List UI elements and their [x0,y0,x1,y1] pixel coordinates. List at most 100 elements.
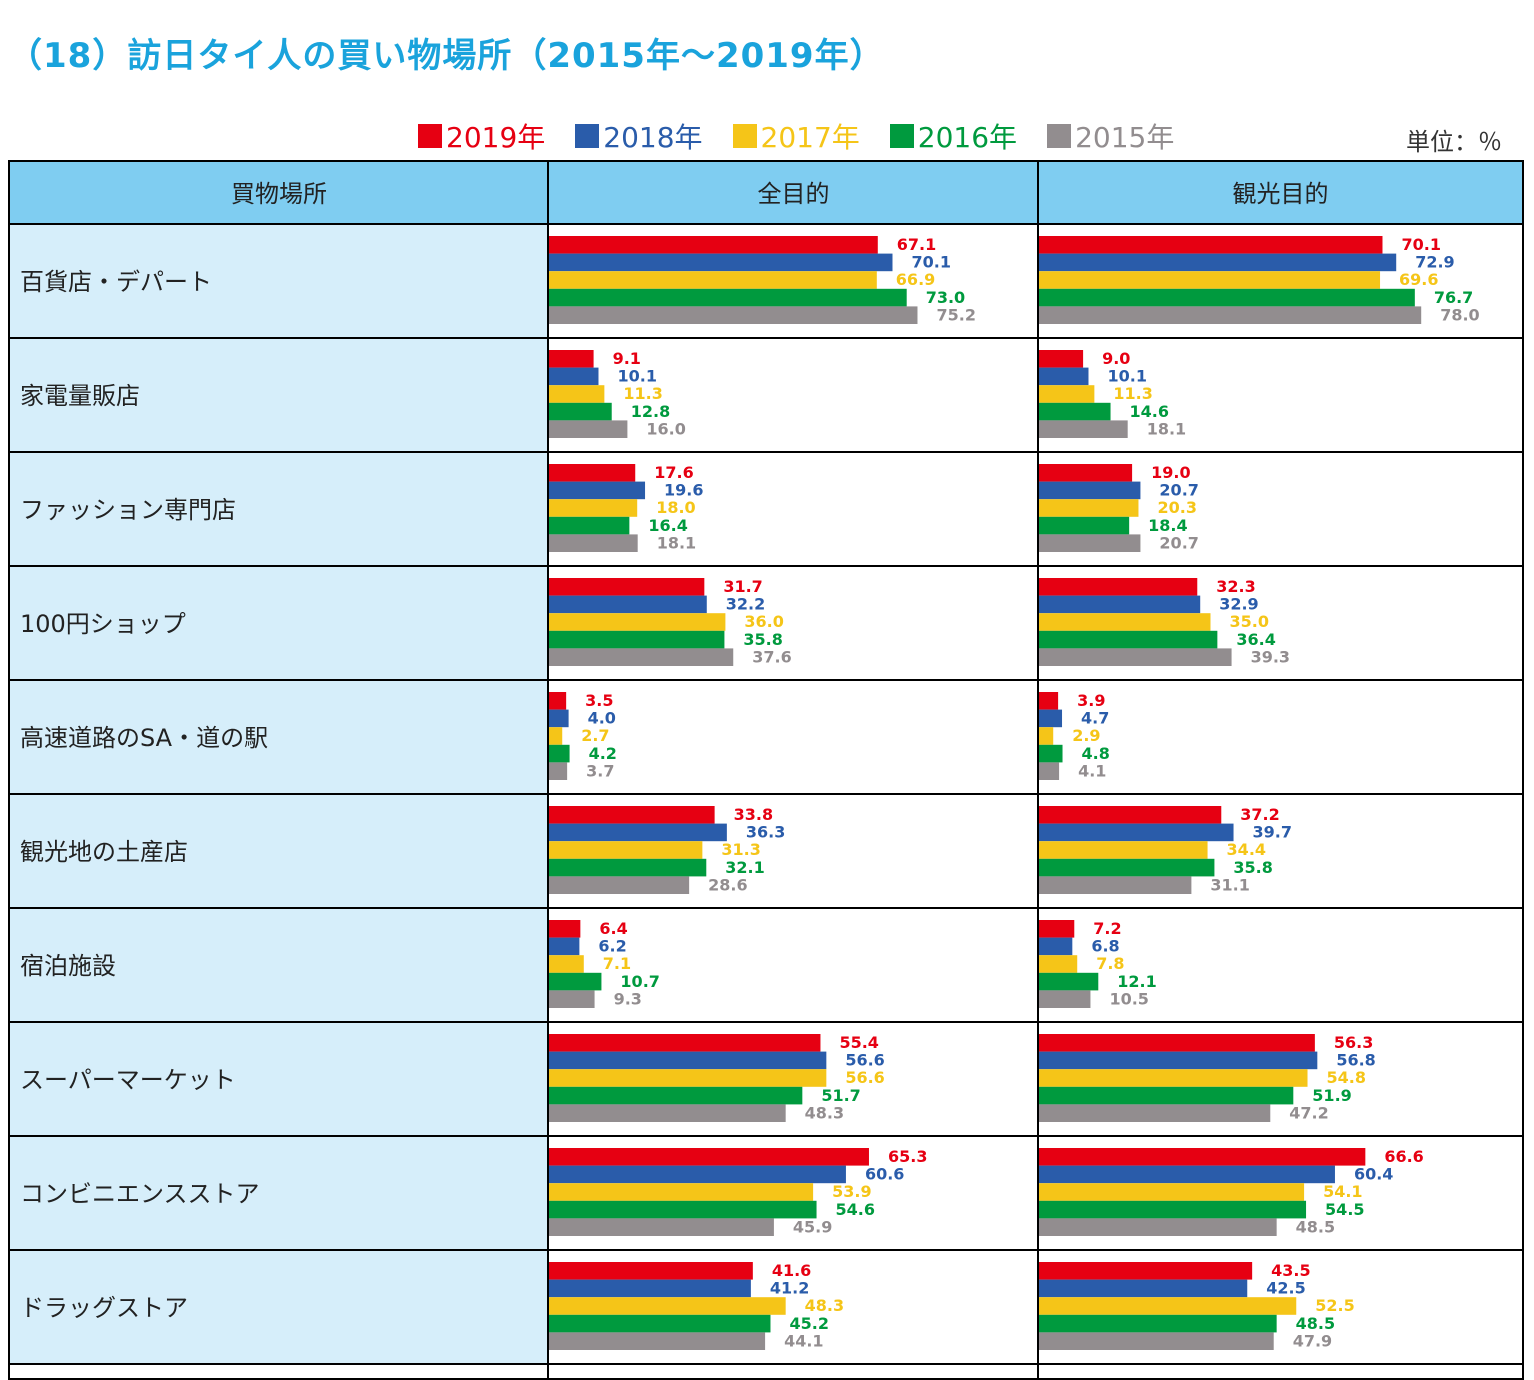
bar-sightseeing-2016年 [1039,1314,1277,1333]
bar-all-2015年 [549,762,568,780]
data-label: 76.7 [1434,288,1473,307]
bar-sightseeing-2015年 [1039,1218,1277,1236]
bar-all-2016年 [549,858,707,877]
bar-all-2015年 [549,1332,766,1350]
data-label: 19.0 [1151,463,1190,482]
bar-all-2018年 [549,937,580,956]
data-label: 9.1 [613,349,641,368]
bar-all-2017年 [549,727,563,745]
bar-all-2019年 [549,578,705,596]
category-label: 百貨店・デパート [20,268,212,296]
data-label: 54.6 [836,1200,875,1219]
legend-item-2015: 2015年 [1047,116,1174,156]
data-label: 18.4 [1148,516,1187,535]
category-cell-bg [10,224,548,338]
data-label: 18.1 [1147,419,1186,438]
legend: 2019年 2018年 2017年 2016年 2015年 [418,116,1204,156]
bar-sightseeing-2016年 [1039,744,1063,763]
bar-all-2016年 [549,516,630,535]
data-label: 10.7 [620,972,659,991]
bar-sightseeing-2018年 [1039,253,1397,272]
data-label: 37.6 [752,647,791,666]
data-label: 4.8 [1082,744,1110,763]
bar-sightseeing-2018年 [1039,595,1201,614]
data-label: 12.8 [631,402,670,421]
data-label: 7.1 [603,954,631,973]
legend-item-2017: 2017年 [732,116,860,156]
column-header-1: 全目的 [758,180,830,208]
bar-all-2017年 [549,385,605,403]
data-label: 47.9 [1293,1331,1332,1350]
bar-sightseeing-2019年 [1039,464,1133,482]
column-header-0: 買物場所 [231,180,327,208]
bar-sightseeing-2016年 [1039,402,1111,421]
legend-label-2017: 2017年 [760,121,860,154]
bar-sightseeing-2017年 [1039,727,1054,745]
data-label: 75.2 [936,305,975,324]
data-label: 33.8 [734,805,773,824]
bar-sightseeing-2016年 [1039,1086,1294,1105]
data-label: 35.8 [743,630,782,649]
data-label: 42.5 [1266,1279,1305,1298]
data-label: 12.1 [1117,972,1156,991]
data-label: 32.1 [725,858,764,877]
bar-sightseeing-2015年 [1039,990,1091,1008]
data-label: 10.5 [1109,989,1148,1008]
data-label: 39.7 [1253,823,1292,842]
bar-all-2019年 [549,350,594,368]
data-label: 36.0 [744,612,783,631]
bar-all-2015年 [549,876,690,894]
bar-sightseeing-2018年 [1039,1051,1318,1070]
data-label: 32.2 [726,595,765,614]
data-label: 32.3 [1216,577,1255,596]
bar-sightseeing-2017年 [1039,1069,1308,1087]
data-label: 54.5 [1325,1200,1364,1219]
bar-all-2017年 [549,955,584,973]
bar-all-2015年 [549,420,628,438]
bar-all-2016年 [549,630,725,649]
bar-sightseeing-2015年 [1039,876,1192,894]
data-label: 6.2 [598,937,626,956]
bar-all-2018年 [549,1165,846,1184]
bar-sightseeing-2019年 [1039,1262,1253,1280]
data-label: 48.3 [805,1296,844,1315]
category-cell-bg [10,794,548,908]
data-label: 39.3 [1251,647,1290,666]
bar-sightseeing-2017年 [1039,1183,1305,1201]
data-label: 35.8 [1233,858,1272,877]
data-label: 20.7 [1159,481,1198,500]
data-label: 14.6 [1130,402,1169,421]
category-cell-bg [10,1250,548,1364]
bar-all-2018年 [549,1051,827,1070]
unit-label: 単位：％ [1406,128,1502,156]
data-label: 73.0 [926,288,965,307]
data-label: 4.7 [1081,709,1109,728]
data-label: 66.6 [1384,1147,1423,1166]
bar-sightseeing-2016年 [1039,288,1415,307]
bar-all-2017年 [549,613,726,631]
bar-sightseeing-2017年 [1039,385,1095,403]
category-cell-bg [10,338,548,452]
data-label: 17.6 [654,463,693,482]
data-label: 43.5 [1271,1261,1310,1280]
legend-label-2016: 2016年 [917,121,1018,154]
data-label: 19.6 [664,481,703,500]
bar-sightseeing-2019年 [1039,920,1075,938]
legend-swatch-2019 [418,124,442,148]
category-label: 宿泊施設 [20,952,116,980]
data-label: 48.5 [1296,1314,1335,1333]
data-label: 6.8 [1091,937,1119,956]
data-label: 20.3 [1157,498,1196,517]
data-label: 16.0 [646,419,685,438]
bar-sightseeing-2017年 [1039,841,1208,859]
data-label: 3.7 [586,761,614,780]
bar-all-2019年 [549,1148,869,1166]
bar-sightseeing-2016年 [1039,972,1099,991]
bar-sightseeing-2015年 [1039,1104,1271,1122]
data-label: 4.0 [588,709,616,728]
bar-all-2015年 [549,1218,774,1236]
bar-all-2019年 [549,692,567,710]
data-label: 37.2 [1240,805,1279,824]
data-label: 78.0 [1440,305,1479,324]
bar-sightseeing-2015年 [1039,420,1128,438]
